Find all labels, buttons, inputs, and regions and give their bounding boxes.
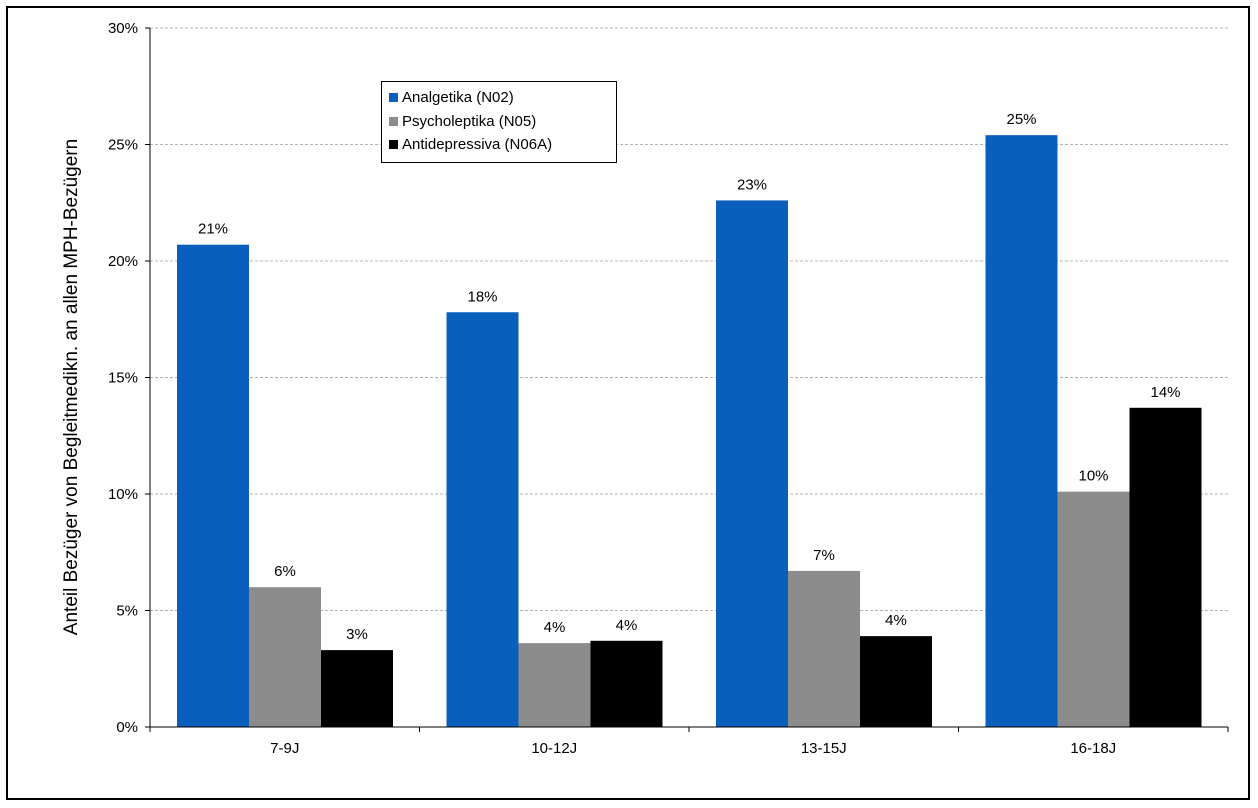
y-tick-label: 0% <box>116 719 138 736</box>
legend-swatch-analgetika <box>389 93 398 103</box>
bar-7-9J-1 <box>249 587 321 727</box>
bar-7-9J-2 <box>321 650 393 727</box>
legend-item-psycholeptika: Psycholeptika (N05) <box>389 110 616 134</box>
data-label: 4% <box>544 619 566 636</box>
bar-10-12J-2 <box>590 640 663 727</box>
bar-10-12J-1 <box>518 643 591 727</box>
bar-10-12J-0 <box>446 312 519 727</box>
bars <box>177 135 1202 728</box>
x-tick-label: 16-18J <box>1070 740 1116 757</box>
axes: 0% 5% 10% 15% 20% 25% 30% 7-9J 10-12J 13-15J 16-18… <box>108 20 1229 757</box>
legend-swatch-psycholeptika <box>389 116 398 126</box>
data-label: 7% <box>813 547 835 564</box>
x-tick-label: 13-15J <box>801 740 847 757</box>
x-tick-label: 7-9J <box>270 740 299 757</box>
data-label: 18% <box>467 288 497 305</box>
data-label: 4% <box>616 617 638 634</box>
data-label: 6% <box>274 563 296 580</box>
bar-7-9J-0 <box>177 244 249 727</box>
data-label: 21% <box>198 221 228 238</box>
legend-label-psycholeptika: Psycholeptika (N05) <box>402 112 537 130</box>
data-label: 4% <box>885 612 907 629</box>
legend-label-analgetika: Analgetika (N02) <box>402 89 514 107</box>
bar-16-18J-0 <box>985 135 1058 727</box>
y-tick-label: 15% <box>108 370 138 387</box>
legend-item-antidepressiva: Antidepressiva (N06A) <box>389 133 616 157</box>
bar-13-15J-0 <box>716 200 788 728</box>
legend-swatch-antidepressiva <box>389 140 398 150</box>
y-tick-label: 20% <box>108 253 138 270</box>
bar-13-15J-1 <box>788 570 860 727</box>
y-tick-label: 25% <box>108 137 138 154</box>
data-labels: 21% 18% 23% 25% 6% 4% 7% 10% 3% 4% 4% 14% <box>198 111 1181 643</box>
data-label: 10% <box>1078 468 1108 485</box>
data-label: 14% <box>1150 384 1180 401</box>
data-label: 25% <box>1006 111 1036 128</box>
bar-16-18J-1 <box>1057 491 1130 727</box>
data-label: 23% <box>737 176 767 193</box>
x-tick-label: 10-12J <box>531 740 577 757</box>
bar-16-18J-2 <box>1129 407 1202 727</box>
y-tick-label: 30% <box>108 20 138 37</box>
bar-13-15J-2 <box>860 636 932 727</box>
data-label: 3% <box>346 626 368 643</box>
y-tick-label: 10% <box>108 486 138 503</box>
legend: Analgetika (N02) Psycholeptika (N05) Ant… <box>381 81 617 163</box>
legend-label-antidepressiva: Antidepressiva (N06A) <box>402 136 553 154</box>
legend-item-analgetika: Analgetika (N02) <box>389 86 616 110</box>
y-tick-label: 5% <box>116 603 138 620</box>
y-axis-title: Anteil Bezüger von Begleitmedikn. an all… <box>61 139 82 635</box>
